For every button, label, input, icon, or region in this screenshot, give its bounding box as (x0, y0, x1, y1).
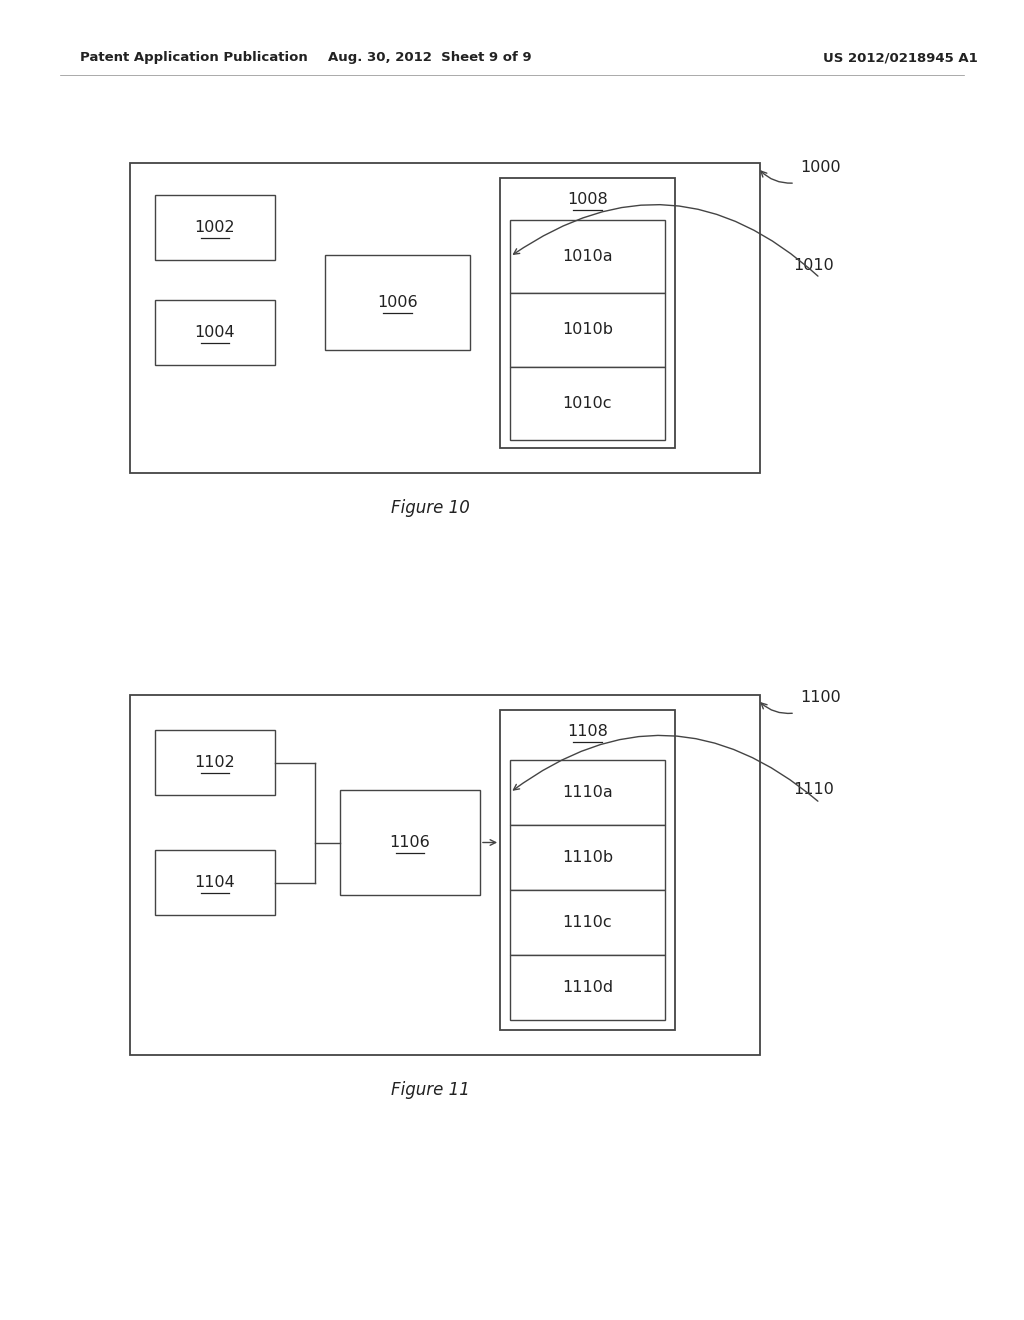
Bar (325, 255, 470, 350)
Text: 1110a: 1110a (562, 785, 613, 800)
Text: 1110d: 1110d (562, 979, 613, 995)
Text: 1110c: 1110c (562, 915, 612, 931)
Bar (340, 789, 480, 895)
Text: Aug. 30, 2012  Sheet 9 of 9: Aug. 30, 2012 Sheet 9 of 9 (328, 51, 531, 65)
Text: Figure 10: Figure 10 (390, 499, 469, 517)
Text: 1004: 1004 (195, 325, 236, 341)
Bar (155, 730, 275, 795)
Bar (510, 954, 665, 1020)
Bar (500, 178, 675, 447)
Bar (155, 300, 275, 366)
Bar (510, 293, 665, 367)
Text: 1110b: 1110b (562, 850, 613, 865)
Text: Figure 11: Figure 11 (390, 1081, 469, 1100)
Bar (130, 696, 760, 1055)
Text: 1002: 1002 (195, 220, 236, 235)
Bar (500, 710, 675, 1030)
Text: 1010: 1010 (793, 257, 834, 272)
Bar (510, 367, 665, 440)
Text: US 2012/0218945 A1: US 2012/0218945 A1 (822, 51, 977, 65)
Text: 1100: 1100 (800, 690, 841, 705)
Bar (510, 890, 665, 954)
Text: Patent Application Publication: Patent Application Publication (80, 51, 308, 65)
Bar (510, 825, 665, 890)
Text: 1102: 1102 (195, 755, 236, 770)
Text: 1010b: 1010b (562, 322, 613, 338)
Text: 1110: 1110 (793, 783, 834, 797)
Text: 1008: 1008 (567, 193, 608, 207)
Text: 1010a: 1010a (562, 249, 612, 264)
Bar (510, 220, 665, 293)
Bar (155, 195, 275, 260)
Bar (155, 850, 275, 915)
Text: 1106: 1106 (389, 836, 430, 850)
Text: 1104: 1104 (195, 875, 236, 890)
Bar (130, 162, 760, 473)
Text: 1000: 1000 (800, 161, 841, 176)
Text: 1006: 1006 (377, 294, 418, 310)
Text: 1010c: 1010c (563, 396, 612, 411)
Text: 1108: 1108 (567, 725, 608, 739)
Bar (510, 760, 665, 825)
